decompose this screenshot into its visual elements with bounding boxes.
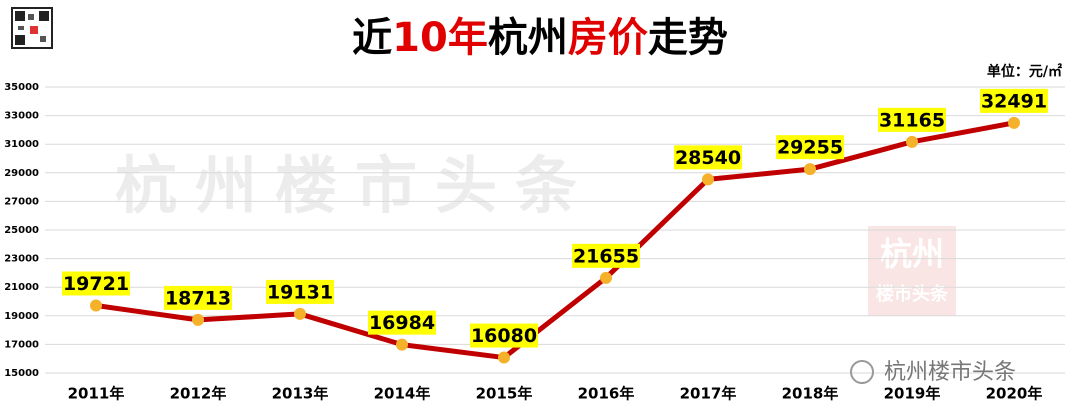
value-label-bg (572, 243, 640, 268)
x-tick-label: 2015年 (476, 385, 533, 403)
y-tick-label: 21000 (4, 282, 39, 293)
value-label-bg (980, 88, 1048, 113)
value-label: 18713 (165, 287, 231, 309)
marker (804, 163, 816, 176)
marker (396, 338, 408, 351)
x-tick-label: 2014年 (374, 385, 431, 403)
y-tick-label: 35000 (4, 82, 39, 93)
qr-logo (11, 7, 53, 49)
value-label-bg (674, 145, 742, 170)
line (95, 120, 1015, 361)
y-tick-label: 27000 (4, 196, 39, 207)
watermark-logo-text: 楼市头条 (876, 283, 949, 305)
marker (1008, 116, 1020, 129)
watermark-logo (868, 226, 956, 316)
title-part: 走势 (648, 15, 728, 61)
marker (600, 271, 612, 284)
y-tick-label: 25000 (4, 225, 39, 236)
value-label-bg (878, 107, 946, 132)
value-label: 32491 (981, 90, 1047, 112)
marker (192, 313, 204, 326)
value-label: 16080 (471, 325, 537, 347)
value-label-bg (266, 279, 334, 304)
x-tick-label: 2019年 (884, 385, 941, 403)
footer: 杭州楼市头条 (884, 360, 1016, 385)
value-label: 21655 (573, 245, 639, 267)
x-tick-label: 2012年 (170, 385, 227, 403)
value-label-bg (368, 310, 436, 335)
marker (294, 307, 306, 320)
y-tick-label: 19000 (4, 311, 39, 322)
value-label: 19721 (63, 273, 129, 295)
y-tick-label: 17000 (4, 339, 39, 350)
title-part: 杭州 (488, 15, 568, 61)
y-tick-label: 31000 (4, 139, 39, 150)
x-tick-label: 2016年 (578, 385, 635, 403)
y-tick-label: 33000 (4, 111, 39, 122)
marker (702, 173, 714, 186)
y-tick-label: 23000 (4, 254, 39, 265)
x-tick-label: 2020年 (986, 385, 1043, 403)
marker (906, 135, 918, 148)
watermark: 杭州楼市头条 (115, 149, 595, 222)
title-part: 房价 (568, 15, 648, 61)
value-label-bg (62, 271, 130, 296)
x-tick-label: 2017年 (680, 385, 737, 403)
title-part: 10年 (392, 15, 488, 61)
title-part: 近 (352, 15, 392, 61)
value-label: 28540 (675, 147, 741, 169)
unit-label: 单位：元/㎡ (987, 63, 1062, 80)
chart-title: 近10年杭州房价走势 (352, 15, 728, 61)
wechat-icon (850, 360, 874, 384)
y-tick-label: 15000 (4, 368, 39, 379)
value-label-bg (164, 285, 232, 310)
x-tick-label: 2013年 (272, 385, 329, 403)
value-label: 19131 (267, 281, 333, 303)
x-tick-label: 2011年 (68, 385, 125, 403)
value-label: 29255 (777, 137, 843, 159)
value-label: 16984 (369, 312, 435, 334)
value-label: 31165 (879, 109, 945, 131)
y-tick-label: 29000 (4, 168, 39, 179)
x-tick-label: 2018年 (782, 385, 839, 403)
value-label-bg (776, 135, 844, 160)
plot: 15000 17000 19000 21000 23000 25000 27000 29000… (4, 82, 1065, 403)
marker (90, 299, 102, 312)
value-label-bg (470, 323, 538, 348)
watermark-logo-text: 杭州 (880, 235, 944, 273)
marker (498, 351, 510, 364)
